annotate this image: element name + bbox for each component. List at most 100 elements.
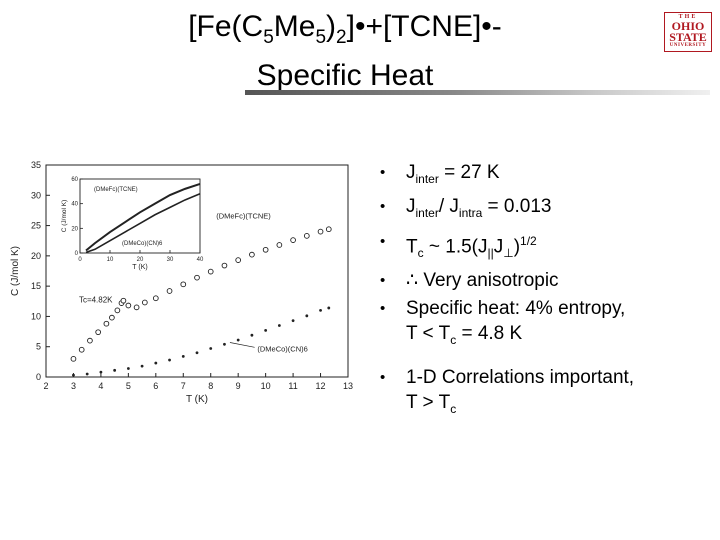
x-tick-label: 6 [153,381,158,391]
data-point-dmeco-cn6 [250,333,254,337]
data-point-dmeco-cn6 [264,328,268,332]
y-tick-label: 5 [36,342,41,352]
inset-y-tick-label: 60 [71,177,78,183]
data-point-dmeco-cn6 [99,370,103,374]
y-tick-label: 25 [31,221,41,231]
y-tick-label: 35 [31,160,41,170]
inset-y-tick-label: 0 [75,251,79,257]
bullet-text: 1-D Correlations important, [406,366,635,388]
logo-line-3: STATE [669,30,707,44]
data-point-dmefc-tcne [290,237,296,243]
data-point-dmefc-tcne [325,226,332,233]
inset-x-axis-label: T (K) [132,264,147,271]
data-point-dmefc-tcne [249,251,255,258]
data-point-dmeco-cn6 [85,372,89,376]
inset-y-tick-label: 20 [71,226,78,232]
bullet-sup: 1/2 [520,233,537,248]
x-tick-label: 4 [98,381,103,391]
data-point-dmeco-cn6 [181,355,185,358]
plot-frame [45,164,349,378]
inset-x-tick-label: 30 [167,257,174,263]
y-axis-label: C (J/mol K) [10,246,21,296]
data-point-dmefc-tcne [87,337,93,344]
x-tick-label: 5 [126,381,131,391]
bullet-text: = 0.013 [482,196,552,218]
data-point-dmeco-cn6 [195,351,199,355]
bullet-dot: • [380,272,386,290]
slide-title: [Fe(C5Me5)2]•+[TCNE]•- Specific Heat [40,8,650,95]
bullet-sub: ⊥ [503,245,514,260]
bullet-text: T [406,235,418,257]
annotation-series-2: (DMeCo)(CN)6 [257,345,307,354]
title-line-1: [Fe(C5Me5)2]•+[TCNE]•- [40,8,650,57]
x-tick-label: 10 [261,381,271,391]
data-point-dmeco-cn6 [126,367,130,370]
title-sub: 5 [263,27,274,48]
x-tick-label: 8 [208,381,213,391]
data-point-dmefc-tcne [317,228,324,235]
bullet-text: T > T [406,391,451,413]
inset-y-tick-label: 40 [71,202,78,208]
inset-annotation-1: (DMeFc)(TCNE) [94,187,138,193]
bullet-text: J [406,162,416,183]
data-point-dmeco-cn6 [327,306,331,310]
inset-line-dmeco-cn6 [85,193,201,254]
bullet-sub: c [450,401,457,416]
inset-x-tick-label: 10 [107,257,114,263]
x-tick-label: 7 [181,381,186,391]
data-point-dmeco-cn6 [236,338,240,342]
data-point-dmefc-tcne [180,281,187,288]
title-part: ]•+[TCNE]•- [346,10,502,43]
bullet-sub: inter [415,171,439,186]
bullet-text: ∴ Very anisotropic [406,270,559,292]
bullet-item: • ∴ Very anisotropic [380,268,715,293]
data-point-dmefc-tcne [303,233,310,239]
bullet-item: • Tc ~ 1.5(J||J⊥)1/2 [380,229,715,266]
bullet-text: ~ 1.5(J [423,235,488,257]
y-tick-label: 0 [36,372,41,382]
data-point-dmeco-cn6 [291,319,295,323]
bullet-dot: • [380,164,386,181]
x-tick-label: 3 [71,381,76,391]
bullet-item: • Jinter/ Jintra = 0.013 [380,194,715,226]
x-axis-label: T (K) [186,394,208,405]
inset-x-tick-label: 0 [78,257,82,263]
bullet-item: • Specific heat: 4% entropy, T < Tc = 4.8 … [380,296,715,353]
logo-line-2: OHIO [671,19,705,33]
bullet-dot: • [380,198,386,216]
data-point-dmefc-tcne [103,320,110,327]
data-point-dmefc-tcne [166,288,173,294]
data-point-dmefc-tcne [276,242,283,248]
bullet-text: = 4.8 K [456,322,523,344]
data-point-dmefc-tcne [120,297,127,304]
university-logo: THE OHIO STATE UNIVERSITY [664,12,712,52]
bullet-sub: inter [415,206,439,221]
title-divider [245,90,710,95]
data-point-dmeco-cn6 [209,347,213,350]
bullet-item: • Jinter = 27 K [380,160,715,192]
title-sub: 5 [315,27,327,48]
x-tick-label: 13 [343,381,353,391]
y-tick-label: 20 [31,251,41,261]
bullet-text: = 27 K [438,162,500,183]
bullet-text: J [493,235,504,257]
data-point-dmeco-cn6 [113,368,117,372]
title-part: [Fe(C [188,10,264,43]
data-point-dmefc-tcne [262,246,269,253]
bullet-sub: c [417,245,424,260]
data-point-dmefc-tcne [133,304,140,311]
data-point-dmeco-cn6 [319,308,322,312]
data-point-dmefc-tcne [152,295,159,302]
y-tick-label: 30 [31,190,41,200]
annotation-series-1: (DMeFc)(TCNE) [216,211,271,220]
bullet-sub: || [487,245,494,260]
data-point-dmeco-cn6 [277,324,281,327]
bullet-sub: c [450,332,457,347]
title-sub: 2 [336,27,347,48]
data-point-dmefc-tcne [70,355,77,362]
inset-x-tick-label: 40 [197,257,204,263]
annotation-leader [229,342,255,348]
data-point-dmeco-cn6 [140,364,144,368]
data-point-dmefc-tcne [114,307,121,314]
bullet-dot: • [380,232,386,250]
